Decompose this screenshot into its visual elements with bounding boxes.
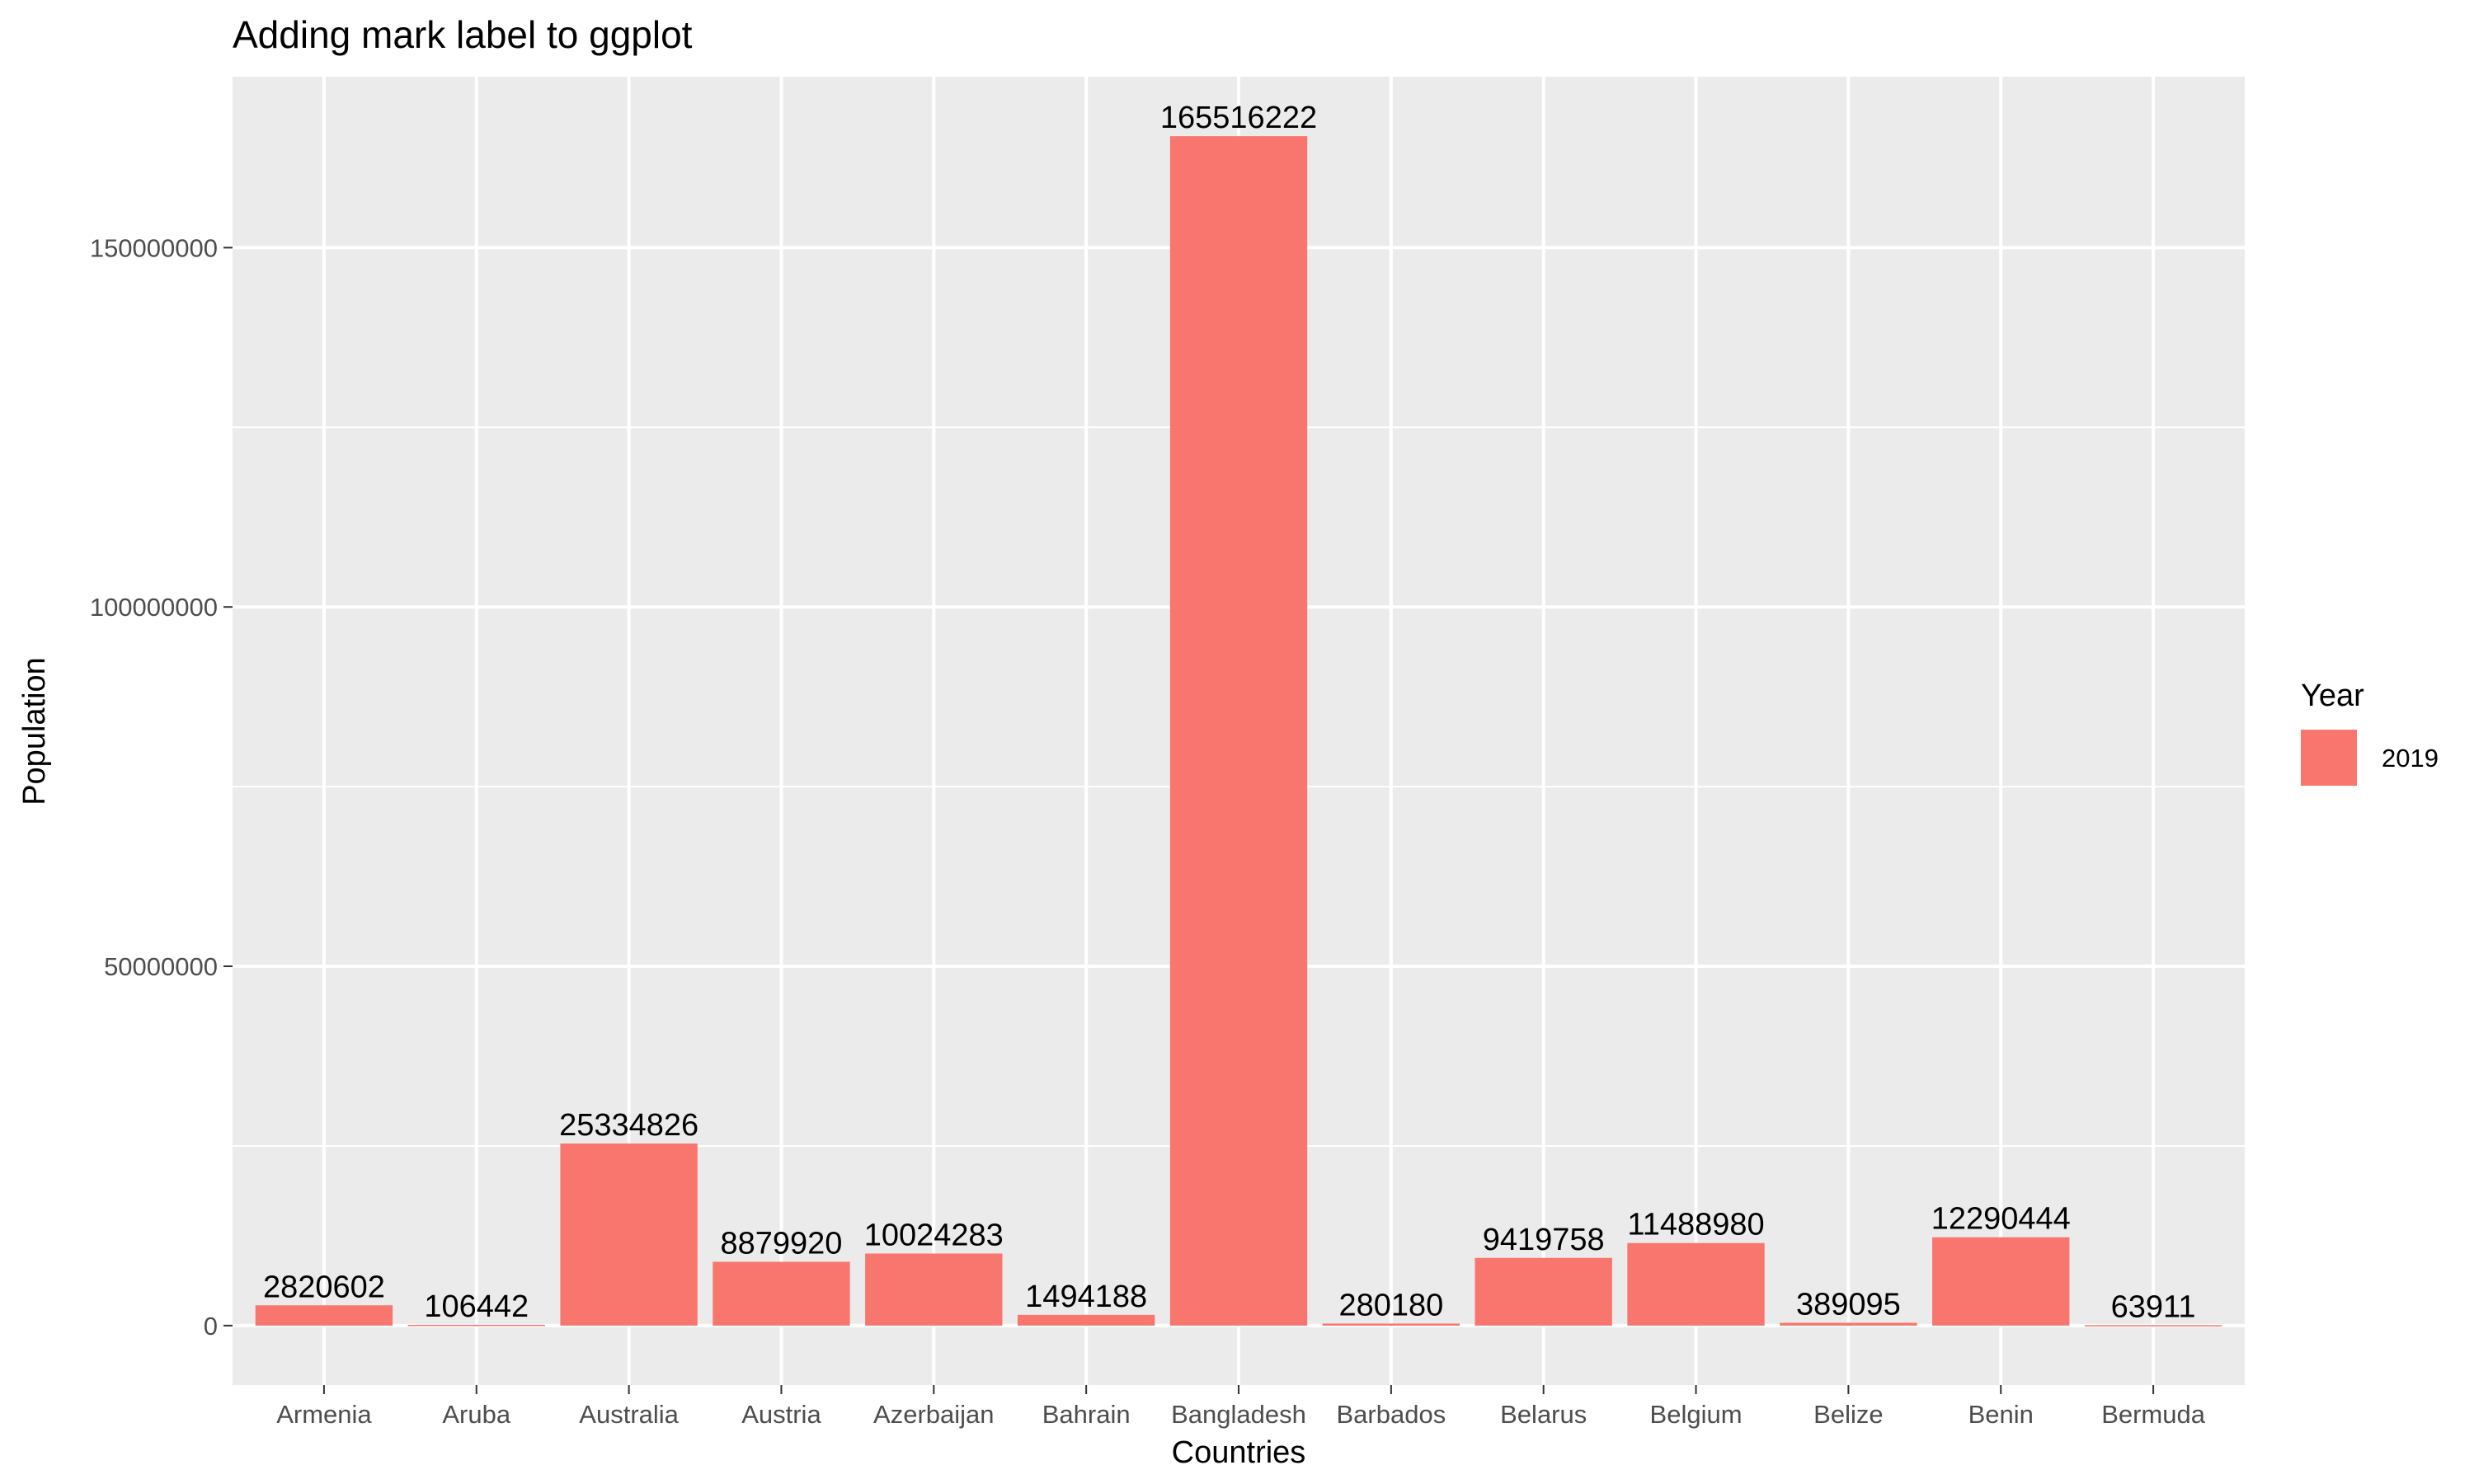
bar (1475, 1257, 1612, 1326)
data-label: 280180 (1338, 1288, 1443, 1322)
bar (713, 1261, 850, 1326)
bar (1932, 1237, 2070, 1326)
bar (2084, 1325, 2222, 1327)
y-tick-label: 0 (204, 1312, 218, 1341)
data-label: 106442 (424, 1289, 529, 1324)
data-labels: 2820602 106442 25334826 8879920 10024283 1494… (263, 101, 2196, 1324)
x-tick-label: Belgium (1650, 1400, 1743, 1429)
x-tick-label: Bahrain (1042, 1400, 1131, 1429)
bar (255, 1305, 393, 1326)
x-tick-label: Belarus (1500, 1400, 1587, 1429)
bar (865, 1253, 1003, 1326)
bar (407, 1324, 545, 1327)
data-label: 11488980 (1627, 1208, 1764, 1242)
bars (255, 136, 2222, 1327)
legend-key (2301, 730, 2357, 786)
data-label: 9419758 (1483, 1223, 1605, 1257)
bar (1169, 136, 1308, 1326)
x-tick-label: Azerbaijan (873, 1400, 994, 1429)
x-tick-label: Armenia (276, 1400, 372, 1429)
legend-label-2019: 2019 (2382, 744, 2439, 773)
bar (1780, 1322, 1917, 1326)
data-label: 389095 (1796, 1287, 1901, 1322)
legend-title: Year (2301, 679, 2364, 713)
x-tick-label: Bermuda (2101, 1400, 2206, 1429)
gridlines (233, 77, 2245, 1385)
chart-title: Adding mark label to ggplot (233, 13, 693, 56)
y-tick-label: 100000000 (90, 593, 218, 622)
data-label: 63911 (2111, 1289, 2196, 1324)
x-tick-label: Bangladesh (1171, 1400, 1306, 1429)
bar (1322, 1323, 1460, 1326)
x-tick-label: Benin (1968, 1400, 2034, 1429)
bar (1017, 1314, 1155, 1326)
y-axis: 0 50000000 100000000 150000000 (90, 233, 233, 1341)
data-label: 10024283 (864, 1218, 1004, 1252)
bar (1627, 1242, 1765, 1326)
data-label: 8879920 (720, 1226, 842, 1261)
data-label: 2820602 (263, 1270, 385, 1304)
data-label: 165516222 (1160, 101, 1317, 135)
data-label: 1494188 (1025, 1280, 1147, 1314)
x-tick-label: Belize (1813, 1400, 1883, 1429)
x-tick-label: Barbados (1336, 1400, 1446, 1429)
x-tick-label: Australia (579, 1400, 679, 1429)
data-label: 12290444 (1931, 1202, 2071, 1237)
y-tick-label: 50000000 (104, 952, 218, 981)
data-label: 25334826 (559, 1108, 698, 1143)
y-axis-title: Population (17, 657, 52, 805)
legend: Year 2019 (2301, 679, 2439, 786)
bar (560, 1144, 698, 1326)
x-tick-label: Austria (741, 1400, 821, 1429)
x-axis: Armenia Aruba Australia Austria Azerbaijan Ba… (276, 1385, 2206, 1429)
y-tick-label: 150000000 (90, 233, 218, 262)
x-axis-title: Countries (1172, 1435, 1306, 1470)
x-tick-label: Aruba (442, 1400, 510, 1429)
